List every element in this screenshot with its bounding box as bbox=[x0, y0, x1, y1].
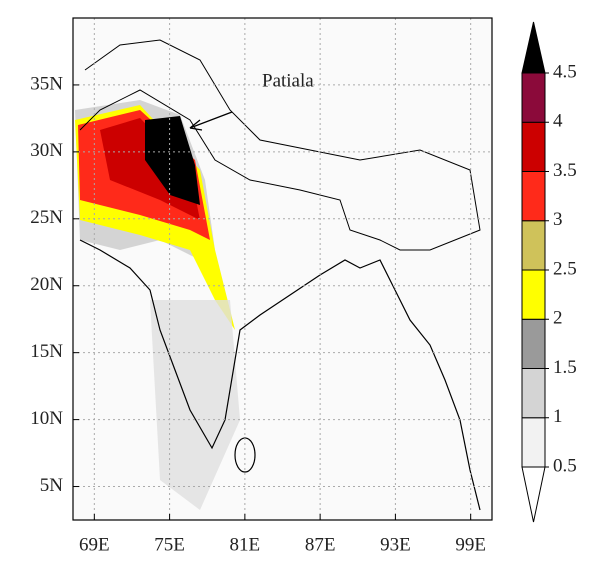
colorbar-label: 4 bbox=[553, 111, 563, 132]
y-tick-label: 30N bbox=[30, 140, 63, 161]
y-tick-label: 25N bbox=[30, 207, 63, 228]
y-tick-label: 5N bbox=[40, 475, 64, 496]
map-frame bbox=[72, 17, 493, 521]
colorbar-box bbox=[521, 121, 546, 172]
x-tick-label: 87E bbox=[305, 534, 336, 555]
colorbar-box bbox=[521, 220, 546, 271]
x-tick-label: 99E bbox=[455, 534, 486, 555]
colorbar-extend-low bbox=[521, 466, 546, 523]
x-tick-label: 93E bbox=[380, 534, 411, 555]
field-shade bbox=[145, 116, 200, 205]
colorbar-box bbox=[521, 269, 546, 320]
colorbar-box bbox=[521, 318, 546, 369]
colorbar-box bbox=[521, 368, 546, 419]
map-layer bbox=[73, 18, 492, 520]
field-shade bbox=[150, 300, 240, 510]
y-tick-label: 35N bbox=[30, 73, 63, 94]
colorbar-extend-high bbox=[521, 21, 546, 74]
arrow-head bbox=[189, 119, 203, 131]
colorbar-label: 0.5 bbox=[553, 455, 577, 476]
colorbar-label: 1 bbox=[553, 406, 563, 427]
colorbar-box bbox=[521, 417, 546, 468]
x-tick-label: 75E bbox=[154, 534, 185, 555]
coastline bbox=[79, 239, 481, 511]
y-tick-label: 10N bbox=[30, 408, 63, 429]
colorbar-box bbox=[521, 171, 546, 222]
colorbar-label: 1.5 bbox=[553, 357, 577, 378]
colorbar-label: 3.5 bbox=[553, 160, 577, 181]
colorbar-label: 2 bbox=[553, 308, 563, 329]
annotation: Patiala bbox=[262, 70, 314, 91]
colorbar-label: 2.5 bbox=[553, 258, 577, 279]
x-tick-label: 69E bbox=[79, 534, 110, 555]
colorbar-label: 4.5 bbox=[553, 61, 577, 82]
y-tick-label: 20N bbox=[30, 274, 63, 295]
map-background bbox=[73, 18, 492, 520]
colorbar-label: 3 bbox=[553, 209, 563, 230]
x-tick-label: 81E bbox=[230, 534, 261, 555]
border bbox=[79, 39, 481, 251]
colorbar-box bbox=[521, 72, 546, 123]
y-tick-label: 15N bbox=[30, 341, 63, 362]
annotation-arrow bbox=[189, 111, 233, 129]
